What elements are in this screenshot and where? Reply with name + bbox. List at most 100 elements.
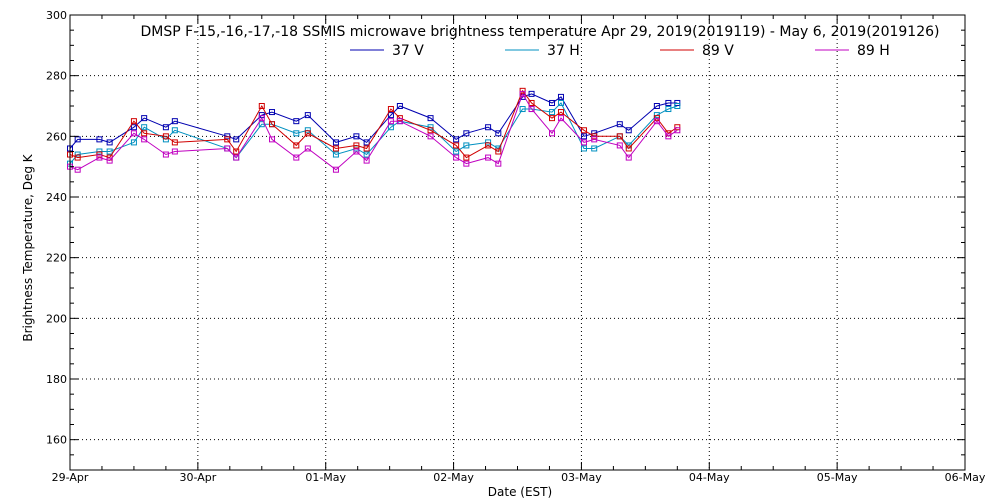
data-point bbox=[162, 133, 169, 140]
data-point bbox=[453, 136, 460, 143]
data-point bbox=[224, 136, 231, 143]
data-point bbox=[427, 133, 434, 140]
data-point bbox=[269, 121, 276, 128]
x-tick-label: 29-Apr bbox=[52, 471, 89, 484]
data-point bbox=[141, 115, 148, 122]
data-point bbox=[463, 130, 470, 137]
data-point bbox=[528, 99, 535, 106]
series-line bbox=[69, 89, 678, 159]
legend-entry: 37 V bbox=[350, 43, 424, 59]
data-point bbox=[304, 112, 311, 119]
data-point bbox=[141, 136, 148, 143]
plot-frame bbox=[69, 14, 966, 471]
data-point bbox=[674, 127, 681, 134]
data-point bbox=[591, 145, 598, 152]
data-point bbox=[363, 145, 370, 152]
data-point bbox=[293, 142, 300, 149]
x-tick-label: 03-May bbox=[561, 471, 602, 484]
data-point bbox=[665, 106, 672, 113]
data-point bbox=[674, 103, 681, 109]
data-point bbox=[616, 133, 623, 140]
y-tick-label: 200 bbox=[46, 312, 67, 325]
data-point bbox=[591, 136, 598, 143]
series-line bbox=[69, 93, 678, 149]
data-point bbox=[162, 124, 169, 131]
data-point bbox=[396, 115, 403, 122]
y-tick-label: 180 bbox=[46, 373, 67, 386]
data-point bbox=[625, 127, 632, 134]
data-point bbox=[557, 109, 564, 116]
series-line bbox=[69, 102, 678, 164]
data-point bbox=[96, 136, 103, 143]
data-point bbox=[106, 157, 113, 164]
x-tick-label: 06-May bbox=[945, 471, 986, 484]
data-point bbox=[74, 136, 81, 143]
data-point bbox=[580, 133, 587, 140]
data-point bbox=[463, 142, 470, 149]
data-point bbox=[106, 148, 113, 155]
data-point bbox=[674, 124, 681, 131]
data-point bbox=[233, 148, 240, 155]
y-axis-title: Brightness Temperature, Deg K bbox=[21, 153, 35, 341]
data-point bbox=[519, 106, 526, 113]
data-point bbox=[485, 142, 492, 149]
data-point bbox=[106, 139, 113, 146]
x-tick-label: 05-May bbox=[817, 471, 858, 484]
x-tick-label: 04-May bbox=[689, 471, 730, 484]
data-point bbox=[171, 148, 178, 155]
x-tick-label: 30-Apr bbox=[179, 471, 216, 484]
data-point bbox=[653, 103, 660, 109]
data-point bbox=[130, 124, 137, 131]
data-point bbox=[549, 109, 556, 116]
data-point bbox=[557, 99, 564, 106]
data-point bbox=[495, 160, 502, 167]
data-point bbox=[528, 90, 535, 97]
data-point bbox=[363, 157, 370, 164]
data-point bbox=[171, 139, 178, 146]
data-point bbox=[557, 93, 564, 100]
data-point bbox=[74, 151, 81, 158]
data-point bbox=[665, 99, 672, 106]
x-tick-label: 01-May bbox=[305, 471, 346, 484]
data-point bbox=[396, 103, 403, 109]
data-point bbox=[363, 151, 370, 158]
data-point bbox=[224, 145, 231, 152]
data-point bbox=[485, 124, 492, 131]
data-point bbox=[74, 154, 81, 161]
data-point bbox=[549, 115, 556, 122]
data-point bbox=[665, 133, 672, 140]
series-89-h bbox=[67, 90, 681, 173]
data-point bbox=[162, 151, 169, 158]
series-37-v bbox=[67, 90, 681, 152]
data-point bbox=[387, 106, 394, 113]
data-point bbox=[616, 121, 623, 128]
data-point bbox=[674, 99, 681, 106]
data-point bbox=[580, 127, 587, 134]
data-point bbox=[304, 130, 311, 137]
data-point bbox=[453, 148, 460, 155]
data-point bbox=[463, 160, 470, 167]
data-point bbox=[224, 133, 231, 140]
data-point bbox=[580, 139, 587, 146]
legend-label: 89 H bbox=[857, 43, 890, 59]
data-point bbox=[463, 154, 470, 161]
data-point bbox=[387, 112, 394, 119]
data-point bbox=[332, 145, 339, 152]
data-point bbox=[269, 136, 276, 143]
data-point bbox=[130, 139, 137, 146]
data-point bbox=[353, 133, 360, 140]
legend-entry: 37 H bbox=[505, 43, 580, 59]
series-37-h bbox=[67, 99, 681, 167]
data-point bbox=[269, 109, 276, 116]
data-point bbox=[557, 115, 564, 122]
data-point bbox=[332, 166, 339, 173]
y-tick-label: 260 bbox=[46, 130, 67, 143]
legend-label: 89 V bbox=[702, 43, 734, 59]
grid-lines bbox=[70, 15, 965, 470]
series-lines bbox=[67, 87, 681, 173]
data-point bbox=[233, 136, 240, 143]
data-point bbox=[96, 154, 103, 161]
data-point bbox=[353, 142, 360, 149]
data-point bbox=[427, 115, 434, 122]
